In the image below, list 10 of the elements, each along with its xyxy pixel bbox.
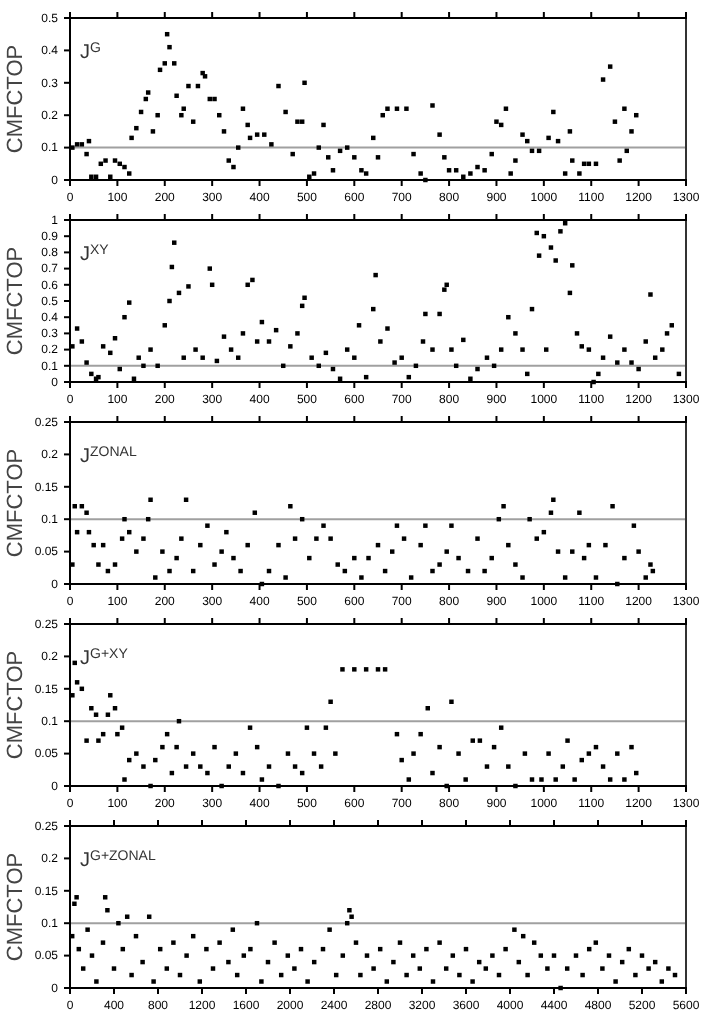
y-axis-title: CMFCTOP: [4, 852, 28, 962]
text: J$^{G+XY}$: [80, 647, 129, 670]
text: J$^{G+ZONAL}$: [80, 849, 156, 872]
y-axis-title: CMFCTOP: [4, 448, 28, 558]
text: J$^{ZONAL}$: [80, 445, 137, 468]
text: J$^{XY}$: [80, 243, 110, 266]
y-axis-title: CMFCTOP: [4, 246, 28, 356]
text: J$^{G}$: [80, 41, 101, 64]
y-axis-title: CMFCTOP: [4, 44, 28, 154]
y-axis-title: CMFCTOP: [4, 650, 28, 760]
